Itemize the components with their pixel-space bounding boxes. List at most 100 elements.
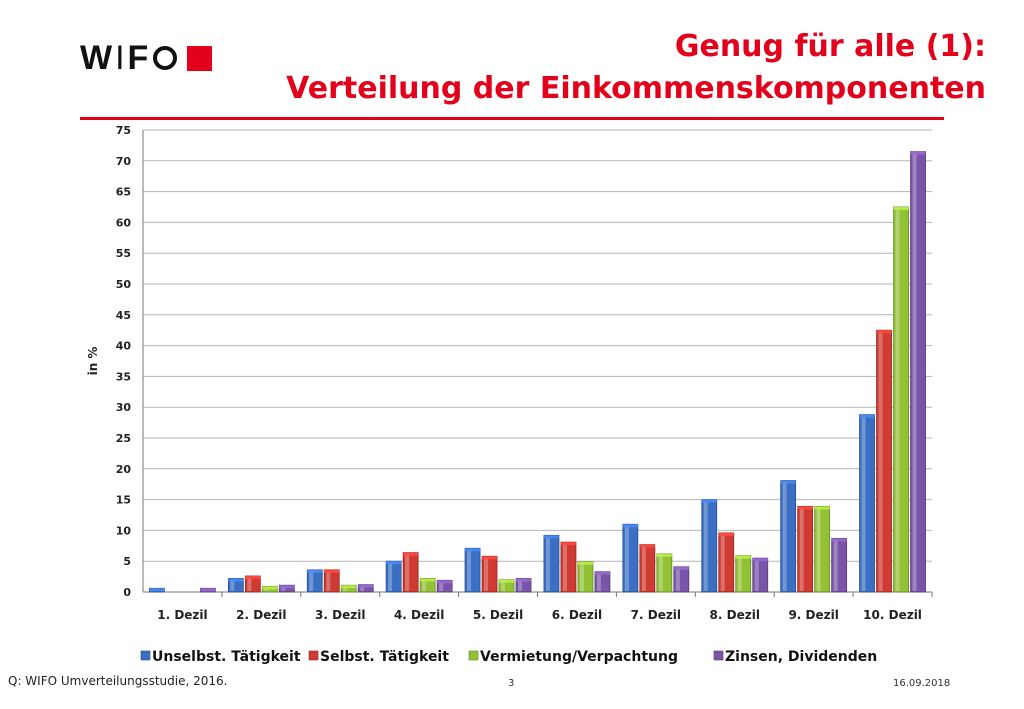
bar-highlight <box>816 507 821 591</box>
y-tick-label: 20 <box>116 463 132 476</box>
logo-text-i: I <box>115 38 126 77</box>
y-tick-label: 25 <box>116 432 131 445</box>
logo-circle-icon <box>153 46 178 70</box>
y-tick-label: 35 <box>116 370 131 383</box>
bar-top <box>420 578 436 582</box>
bar-highlight <box>230 579 235 591</box>
bar-top <box>893 207 909 210</box>
bar-top <box>279 585 295 589</box>
logo-text-w: W <box>80 38 114 77</box>
bar-top <box>814 506 830 510</box>
bar-highlight <box>562 543 567 591</box>
legend-label: Zinsen, Dividenden <box>725 649 877 665</box>
bar-highlight <box>360 585 365 591</box>
y-axis-label: in % <box>86 347 100 376</box>
bar-top <box>200 588 216 592</box>
y-tick-label: 5 <box>123 555 131 568</box>
bar-top <box>639 544 655 548</box>
x-tick-label: 3. Dezil <box>315 608 365 622</box>
y-tick-label: 65 <box>116 186 131 199</box>
bar-top <box>465 548 481 552</box>
bar-top <box>797 506 813 510</box>
bar-highlight <box>675 567 680 591</box>
y-tick-label: 40 <box>116 340 132 353</box>
x-tick-label: 1. Dezil <box>157 608 207 622</box>
y-tick-label: 60 <box>116 216 132 229</box>
bar-highlight <box>343 586 348 591</box>
bar-highlight <box>405 553 410 591</box>
bar-top <box>876 330 892 334</box>
y-tick-label: 15 <box>116 494 131 507</box>
y-tick-label: 50 <box>116 278 132 291</box>
legend-swatch <box>308 650 319 661</box>
x-tick-label: 6. Dezil <box>552 608 602 622</box>
x-tick-label: 10. Dezil <box>863 608 922 622</box>
legend-swatch <box>140 650 151 661</box>
x-tick-label: 7. Dezil <box>631 608 681 622</box>
bar-top <box>307 569 323 573</box>
bar-highlight <box>281 586 286 591</box>
bar-highlight <box>799 507 804 591</box>
bar-top <box>482 556 498 560</box>
source-note: Q: WIFO Umverteilungsstudie, 2016. <box>8 674 228 688</box>
title-line-1: Genug für alle (1): <box>674 29 986 64</box>
bar-top <box>543 535 559 539</box>
x-tick-label: 5. Dezil <box>473 608 523 622</box>
bar-highlight <box>247 576 252 591</box>
y-tick-label: 10 <box>116 524 132 537</box>
bar-highlight <box>658 554 663 591</box>
legend-swatch <box>468 650 479 661</box>
bar-top <box>228 578 244 582</box>
bar-top <box>577 561 593 565</box>
bar-highlight <box>484 557 489 591</box>
bar-highlight <box>309 570 314 591</box>
bar-top <box>831 538 847 542</box>
bar-top <box>656 553 672 557</box>
bar-highlight <box>754 559 759 591</box>
bar-highlight <box>518 579 523 591</box>
y-tick-label: 30 <box>116 401 132 414</box>
bar-highlight <box>596 572 601 591</box>
bar-top <box>386 561 402 565</box>
bar-highlight <box>895 208 900 591</box>
bar-top <box>780 480 796 484</box>
bar-highlight <box>579 562 584 591</box>
slide-title: Genug für alle (1): Verteilung der Einko… <box>286 26 986 110</box>
bar-top <box>910 151 926 155</box>
bar-highlight <box>912 152 917 591</box>
bar-highlight <box>782 481 787 591</box>
bar-top <box>622 524 638 528</box>
y-tick-label: 55 <box>116 247 131 260</box>
bar-highlight <box>439 581 444 591</box>
y-tick-label: 45 <box>116 309 131 322</box>
bar-top <box>358 584 374 588</box>
bar-top <box>341 585 357 589</box>
bar-top <box>403 552 419 556</box>
bar-top <box>859 414 875 418</box>
logo-text-f: F <box>127 38 150 77</box>
legend-swatch <box>713 650 724 661</box>
bar-highlight <box>703 500 708 591</box>
bar-top <box>718 532 734 536</box>
x-tick-label: 9. Dezil <box>788 608 838 622</box>
bar-highlight <box>720 533 725 591</box>
bar-top <box>262 586 278 590</box>
bar-top <box>735 555 751 559</box>
bar-highlight <box>833 539 838 591</box>
legend-label: Selbst. Tätigkeit <box>320 649 449 665</box>
bar-highlight <box>422 579 427 591</box>
bar-top <box>701 499 717 503</box>
page-number: 3 <box>508 678 515 689</box>
bar-top <box>752 558 768 562</box>
x-tick-label: 4. Dezil <box>394 608 444 622</box>
bar-highlight <box>326 570 331 591</box>
bar-highlight <box>737 556 742 591</box>
bar-top <box>560 542 576 546</box>
bar-highlight <box>624 525 629 591</box>
title-divider <box>80 117 944 120</box>
wifo-logo: W I F <box>80 38 213 77</box>
bar-highlight <box>878 331 883 591</box>
x-tick-label: 8. Dezil <box>710 608 760 622</box>
y-tick-label: 0 <box>123 586 131 599</box>
bar-top <box>673 566 689 570</box>
